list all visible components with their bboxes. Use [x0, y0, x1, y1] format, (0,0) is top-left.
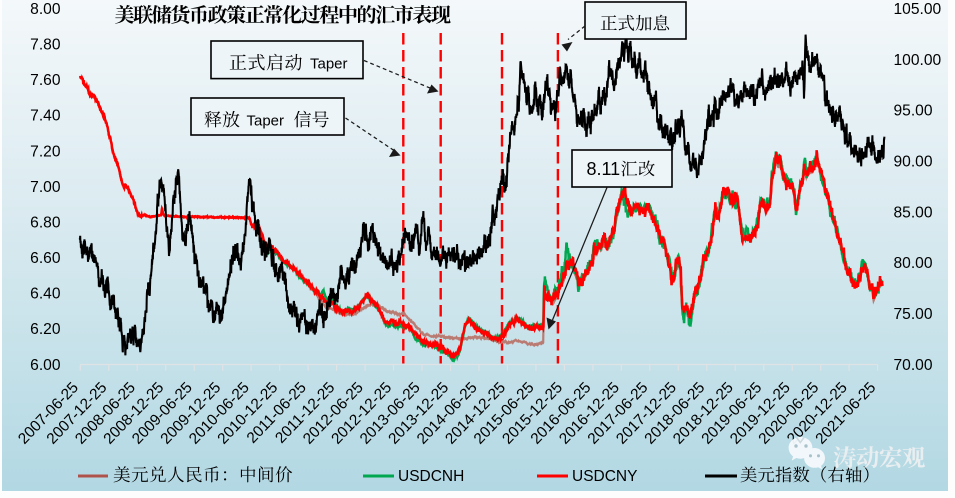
svg-text:90.00: 90.00 — [894, 154, 933, 171]
svg-text:6.80: 6.80 — [30, 215, 61, 232]
svg-text:7.00: 7.00 — [30, 179, 61, 196]
svg-text:Taper: Taper — [310, 56, 348, 73]
svg-text:7.80: 7.80 — [30, 37, 61, 54]
svg-text:105.00: 105.00 — [894, 1, 942, 18]
svg-text:6.40: 6.40 — [30, 286, 61, 303]
svg-text:6.20: 6.20 — [30, 321, 61, 338]
svg-text:95.00: 95.00 — [894, 103, 933, 120]
svg-text:7.40: 7.40 — [30, 108, 61, 125]
svg-text:75.00: 75.00 — [894, 306, 933, 323]
svg-text:6.00: 6.00 — [30, 357, 61, 374]
svg-text:8.00: 8.00 — [30, 1, 61, 18]
svg-text:Taper: Taper — [247, 113, 285, 130]
svg-text:100.00: 100.00 — [894, 52, 942, 69]
svg-text:70.00: 70.00 — [894, 357, 933, 374]
svg-text:80.00: 80.00 — [894, 255, 933, 272]
svg-text:6.60: 6.60 — [30, 250, 61, 267]
svg-text:USDCNH: USDCNH — [398, 468, 464, 485]
svg-text:7.20: 7.20 — [30, 143, 61, 160]
svg-text:8.11: 8.11 — [587, 159, 621, 179]
svg-text:85.00: 85.00 — [894, 204, 933, 221]
svg-text:7.60: 7.60 — [30, 72, 61, 89]
svg-text:USDCNY: USDCNY — [572, 468, 637, 485]
